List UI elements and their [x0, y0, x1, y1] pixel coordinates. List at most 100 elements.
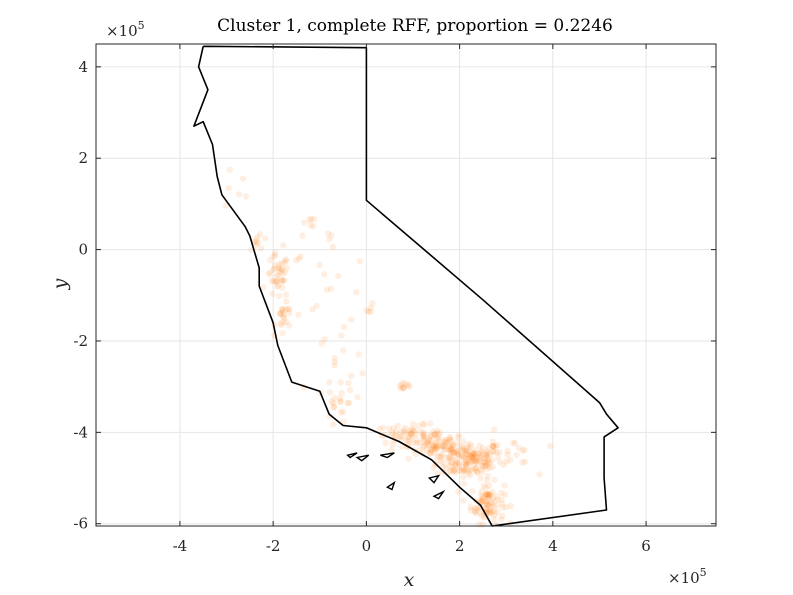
data-point — [331, 362, 338, 369]
data-point — [408, 431, 415, 438]
data-point — [435, 435, 442, 443]
data-point — [446, 435, 453, 442]
data-point — [473, 505, 481, 512]
data-point — [479, 462, 487, 470]
data-point — [509, 439, 517, 447]
data-point — [464, 444, 471, 452]
data-point — [484, 502, 491, 509]
data-point — [481, 451, 489, 458]
data-point — [280, 313, 287, 320]
data-point — [494, 508, 501, 516]
data-point — [410, 439, 417, 446]
data-point — [463, 448, 471, 455]
data-point — [272, 249, 279, 256]
data-point — [321, 271, 328, 278]
data-point — [380, 424, 387, 432]
data-point — [226, 166, 233, 173]
data-point — [484, 499, 491, 507]
data-point — [477, 453, 484, 460]
data-point — [490, 443, 497, 450]
data-point — [363, 307, 370, 314]
data-point — [437, 454, 444, 461]
y-tick-label: 4 — [78, 58, 88, 76]
data-point — [504, 447, 511, 455]
data-point — [485, 493, 492, 501]
data-point — [482, 454, 489, 462]
data-point — [432, 442, 440, 450]
data-point — [449, 442, 457, 449]
island-outline — [346, 452, 358, 459]
data-point — [323, 286, 331, 293]
data-point — [469, 453, 477, 460]
data-point — [275, 282, 282, 289]
x-exponent-label: ×105 — [668, 566, 707, 587]
data-point — [394, 422, 401, 429]
data-point — [460, 454, 468, 461]
axis-ticks: -4 -2 0 2 4 6 -6 -4 -2 0 2 4 — [73, 44, 716, 555]
data-point — [503, 503, 510, 511]
data-point — [431, 430, 439, 438]
data-point — [292, 257, 300, 264]
data-point — [433, 434, 440, 441]
data-point — [493, 493, 500, 500]
data-point — [478, 468, 486, 475]
data-point — [297, 253, 304, 260]
data-point — [456, 459, 463, 467]
data-point — [456, 452, 463, 460]
data-point — [447, 437, 455, 444]
data-point — [491, 426, 498, 433]
data-point — [272, 262, 279, 269]
data-point — [425, 435, 432, 443]
data-point — [461, 459, 468, 467]
data-point — [519, 447, 526, 454]
data-point — [432, 442, 439, 449]
data-point — [478, 459, 485, 466]
data-point — [472, 508, 479, 515]
chart-title: Cluster 1, complete RFF, proportion = 0.… — [217, 16, 613, 36]
data-point — [328, 398, 335, 405]
data-point — [280, 242, 287, 249]
data-point — [276, 310, 284, 318]
data-point — [388, 431, 395, 439]
data-point — [281, 277, 288, 284]
data-point — [468, 453, 475, 460]
data-point — [466, 459, 473, 466]
data-point — [498, 489, 505, 497]
data-point — [485, 454, 492, 462]
data-point — [286, 306, 293, 313]
data-point — [485, 501, 492, 509]
data-point — [266, 271, 273, 278]
data-point — [459, 438, 467, 445]
data-point — [413, 439, 420, 447]
data-point — [392, 432, 400, 439]
data-point — [436, 429, 444, 436]
data-point — [442, 464, 450, 471]
data-point — [446, 442, 453, 450]
data-point — [436, 438, 443, 445]
data-point — [420, 429, 427, 436]
data-point — [470, 451, 477, 458]
data-point — [455, 451, 462, 458]
data-point — [426, 450, 434, 457]
data-point — [422, 441, 430, 448]
data-point — [279, 330, 286, 337]
data-point — [235, 191, 243, 198]
data-point — [479, 444, 487, 452]
data-point — [450, 449, 457, 456]
data-point — [469, 465, 476, 472]
data-point — [492, 443, 499, 450]
data-point — [326, 389, 334, 396]
data-point — [468, 458, 476, 466]
data-point — [453, 458, 460, 466]
data-point — [474, 469, 481, 476]
data-point — [489, 457, 496, 464]
data-point — [369, 300, 376, 307]
data-point — [475, 454, 482, 461]
data-point — [459, 453, 466, 460]
data-point — [420, 435, 428, 443]
data-point — [488, 508, 495, 516]
data-point — [471, 451, 478, 459]
data-point — [259, 284, 267, 291]
data-point — [282, 256, 289, 263]
data-point — [367, 308, 374, 315]
